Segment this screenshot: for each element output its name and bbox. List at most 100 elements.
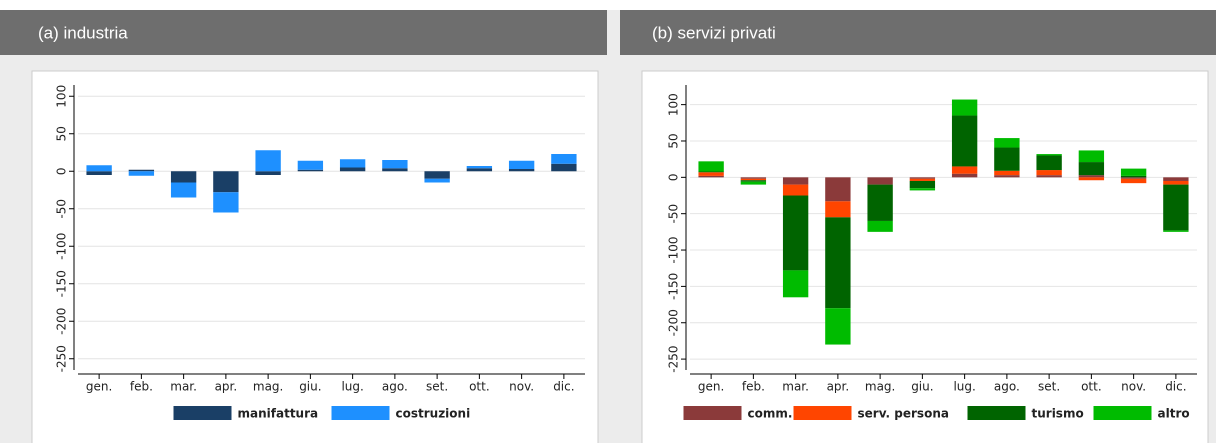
bar bbox=[86, 165, 112, 172]
y-tick-label: -200 bbox=[667, 309, 681, 336]
bar bbox=[213, 192, 239, 213]
bar bbox=[951, 173, 978, 178]
bar bbox=[1163, 180, 1189, 185]
bar bbox=[128, 169, 155, 172]
x-tick-label: ott. bbox=[469, 380, 490, 394]
bar bbox=[909, 177, 936, 179]
bar bbox=[825, 177, 851, 202]
y-tick-label: -100 bbox=[667, 236, 681, 263]
x-tick-label: set. bbox=[426, 380, 448, 394]
bar bbox=[867, 220, 893, 232]
x-tick-label: mag. bbox=[253, 380, 283, 394]
bar bbox=[1036, 154, 1062, 156]
bar bbox=[1120, 175, 1147, 178]
bar bbox=[1078, 162, 1105, 176]
bar bbox=[213, 171, 239, 193]
y-tick-label: 100 bbox=[55, 85, 69, 108]
plot-box bbox=[641, 70, 1209, 443]
bar bbox=[339, 159, 366, 168]
bar bbox=[297, 169, 324, 172]
legend-label: serv. persona bbox=[858, 407, 949, 421]
x-tick-label: apr. bbox=[215, 380, 238, 394]
bar bbox=[466, 168, 493, 172]
y-tick-label: -50 bbox=[55, 199, 69, 219]
bar bbox=[909, 180, 936, 189]
bar bbox=[1120, 168, 1147, 176]
bar bbox=[1120, 177, 1147, 179]
y-tick-label: 50 bbox=[667, 133, 681, 148]
bar bbox=[508, 169, 535, 172]
x-tick-label: dic. bbox=[1165, 380, 1186, 394]
x-tick-label: set. bbox=[1038, 380, 1060, 394]
y-tick-label: 0 bbox=[55, 167, 69, 175]
y-tick-label: -100 bbox=[55, 233, 69, 260]
x-tick-label: lug. bbox=[953, 380, 975, 394]
bar bbox=[951, 115, 978, 167]
legend-swatch bbox=[793, 406, 852, 420]
bar bbox=[1163, 177, 1189, 181]
bar bbox=[698, 172, 724, 176]
bar bbox=[382, 160, 408, 169]
bar bbox=[1163, 184, 1189, 231]
bar bbox=[424, 178, 450, 183]
bar bbox=[698, 171, 724, 173]
legend-swatch bbox=[173, 406, 232, 420]
bar bbox=[825, 308, 851, 345]
x-tick-label: mar. bbox=[782, 380, 809, 394]
bar bbox=[255, 150, 281, 172]
bar bbox=[909, 188, 936, 191]
bar bbox=[782, 177, 809, 185]
bar bbox=[128, 171, 155, 176]
x-tick-label: giu. bbox=[911, 380, 933, 394]
bar bbox=[508, 160, 535, 169]
bar bbox=[782, 270, 809, 298]
bar bbox=[339, 167, 366, 172]
x-tick-label: ago. bbox=[382, 380, 408, 394]
bar bbox=[1078, 150, 1105, 163]
bar bbox=[255, 171, 281, 175]
x-tick-label: mar. bbox=[170, 380, 197, 394]
x-tick-label: gen. bbox=[698, 380, 724, 394]
legend-label: turismo bbox=[1032, 407, 1084, 421]
x-tick-label: feb. bbox=[130, 380, 153, 394]
chart-title: (a) industria bbox=[38, 23, 128, 42]
y-tick-label: -250 bbox=[55, 345, 69, 372]
bar bbox=[698, 161, 724, 172]
x-tick-label: ago. bbox=[994, 380, 1020, 394]
chart-title: (b) servizi privati bbox=[652, 23, 776, 42]
bar bbox=[466, 166, 493, 169]
y-tick-label: 50 bbox=[55, 126, 69, 141]
bar bbox=[740, 180, 767, 182]
bar bbox=[994, 147, 1020, 171]
x-tick-label: dic. bbox=[553, 380, 574, 394]
bar bbox=[1120, 178, 1147, 184]
legend-label: altro bbox=[1158, 407, 1190, 421]
legend-label: comm. bbox=[748, 407, 793, 421]
bar bbox=[1036, 170, 1062, 176]
bar bbox=[424, 171, 450, 179]
bar bbox=[86, 171, 112, 175]
legend-label: manifattura bbox=[238, 407, 319, 421]
bar bbox=[867, 177, 893, 185]
panel-header bbox=[0, 10, 607, 55]
bar bbox=[740, 178, 767, 181]
bar bbox=[1036, 155, 1062, 171]
legend-swatch bbox=[1093, 406, 1152, 420]
y-tick-label: -50 bbox=[667, 204, 681, 224]
x-tick-label: ott. bbox=[1081, 380, 1102, 394]
bar bbox=[551, 163, 577, 172]
bar bbox=[551, 154, 577, 164]
bar bbox=[382, 168, 408, 172]
bar bbox=[994, 175, 1020, 178]
legend-swatch bbox=[967, 406, 1026, 420]
bar bbox=[994, 170, 1020, 176]
x-tick-label: nov. bbox=[509, 380, 534, 394]
x-tick-label: feb. bbox=[742, 380, 765, 394]
y-tick-label: 0 bbox=[667, 174, 681, 182]
bar bbox=[825, 217, 851, 309]
bar bbox=[170, 171, 197, 183]
bar bbox=[1036, 175, 1062, 178]
panel-header bbox=[620, 10, 1216, 55]
bar bbox=[994, 138, 1020, 148]
